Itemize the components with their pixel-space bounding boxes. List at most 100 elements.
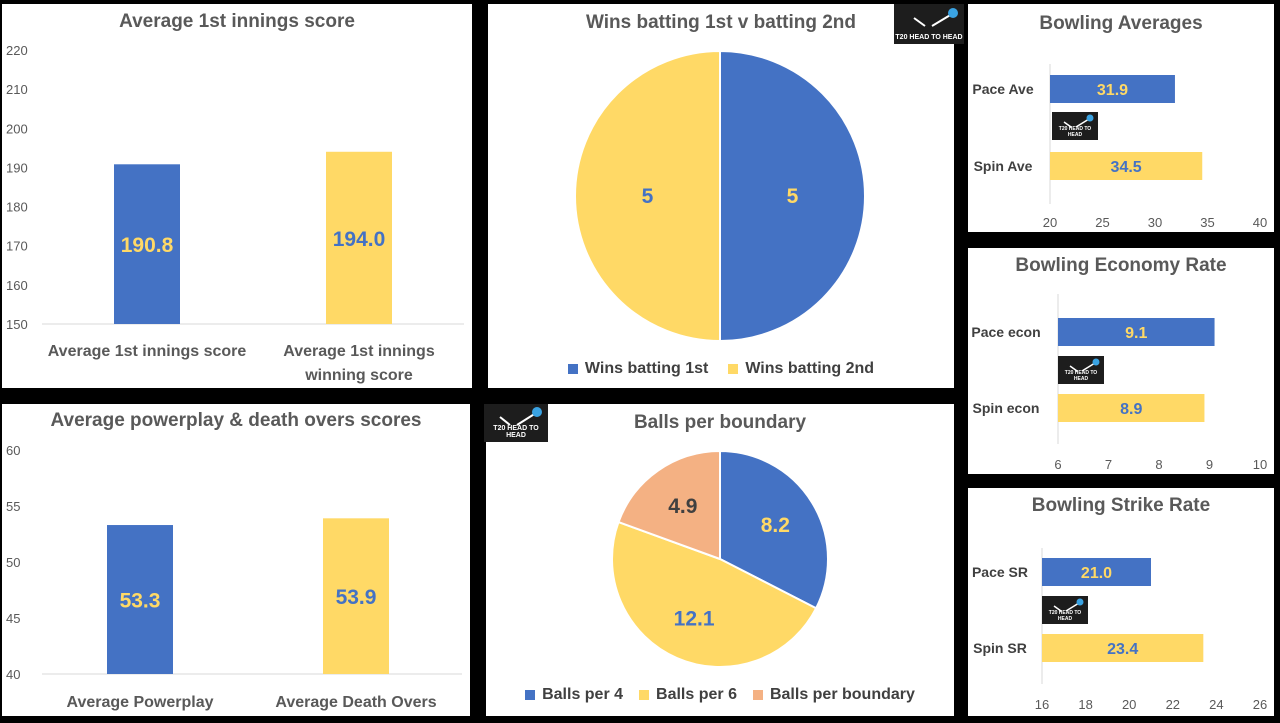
y-tick-label: 200 [6, 121, 28, 136]
y-category-label: Pace Ave [972, 81, 1033, 97]
y-category-label: Pace SR [972, 564, 1028, 580]
pie-chart-balls-per-boundary: 8.2 12.1 4.9 [611, 449, 829, 668]
data-label: 34.5 [1111, 159, 1142, 176]
x-tick-label: 25 [1095, 215, 1109, 230]
data-label: 8.2 [761, 514, 790, 537]
bar [1042, 558, 1151, 586]
legend-label: Wins batting 1st [584, 360, 709, 377]
legend-label: Balls per 6 [656, 686, 737, 703]
legend-label: Balls per 4 [542, 686, 624, 703]
data-label: 190.8 [121, 234, 174, 257]
y-category-label: Spin Ave [974, 158, 1033, 174]
data-label: 9.1 [1125, 325, 1147, 342]
x-tick-label: 30 [1148, 215, 1162, 230]
legend-swatch [728, 364, 739, 374]
chart-title: Balls per boundary [633, 412, 807, 433]
legend-item: Wins batting 2nd [728, 360, 874, 378]
data-label: 23.4 [1107, 641, 1138, 658]
data-label: 12.1 [674, 607, 715, 630]
x-tick-label: 40 [1253, 215, 1267, 230]
legend: Wins batting 1st Wins batting 2nd [488, 360, 954, 378]
y-tick-label: 220 [6, 43, 28, 58]
t20-logo: T20 HEAD TO HEAD [1042, 596, 1088, 624]
y-category-label: Spin SR [973, 640, 1027, 656]
bar [326, 151, 392, 324]
hbar-chart-bowling-strike-rate: 16 18 20 22 24 26 21.0 Pace SR 23.4 Spin SR [972, 548, 1267, 712]
bar [1058, 318, 1215, 346]
logo-text: T20 HEAD TO HEAD [895, 34, 963, 41]
ball-and-bat-icon [1069, 358, 1100, 372]
legend-item: Balls per 6 [639, 686, 737, 704]
legend-swatch [752, 690, 763, 700]
panel-avg-first-innings: Average 1st innings score 150 160 170 180 19… [2, 4, 472, 388]
pie-slice [719, 449, 829, 610]
data-label: 21.0 [1081, 565, 1112, 582]
y-tick-label: 55 [6, 499, 20, 514]
bar [1042, 634, 1204, 662]
x-tick-label: 10 [1253, 457, 1267, 472]
legend-item: Balls per 4 [525, 686, 623, 704]
chart-title: Average powerplay & death overs scores [50, 410, 422, 431]
chart-title: Bowling Averages [1039, 13, 1203, 34]
x-category-label: Average 1st innings [283, 343, 435, 360]
t20-logo: T20 HEAD TO HEAD [1058, 356, 1104, 384]
bar [1050, 75, 1175, 103]
data-label: 5 [642, 185, 654, 208]
legend-swatch [567, 364, 578, 374]
legend-item: Balls per boundary [752, 686, 915, 704]
legend-label: Balls per boundary [769, 686, 915, 703]
bar [114, 164, 180, 324]
y-tick-label: 40 [6, 667, 20, 682]
ball-and-bat-icon [913, 8, 958, 27]
ball-and-bat-icon [499, 407, 542, 426]
y-tick-label: 45 [6, 611, 20, 626]
chart-title: Bowling Strike Rate [1031, 495, 1211, 516]
ball-and-bat-icon [1053, 598, 1084, 612]
x-tick-label: 8 [1155, 457, 1162, 472]
legend-label: Wins batting 2nd [745, 360, 875, 377]
y-tick-label: 60 [6, 443, 20, 458]
data-label: 53.9 [336, 586, 377, 609]
pie-slice [617, 449, 721, 561]
x-category-label: winning score [304, 367, 413, 384]
bar-chart-powerplay-death: 40 45 50 55 60 53.3 Average Powerplay 53.9 Avera… [6, 443, 462, 711]
logo-text: T20 HEAD TO HEAD [1058, 126, 1092, 138]
y-tick-label: 150 [6, 317, 28, 332]
x-tick-label: 24 [1209, 697, 1223, 712]
data-label: 8.9 [1120, 401, 1142, 418]
pie-slice [719, 49, 866, 343]
pie-slice [574, 49, 721, 343]
x-tick-label: 7 [1105, 457, 1112, 472]
hbar-chart-bowling-economy: 6 7 8 9 10 9.1 Pace econ 8.9 Spin econ [971, 294, 1267, 472]
hbar-chart-bowling-averages: 20 25 30 35 40 31.9 Pace Ave 34.5 Spin Ave [972, 64, 1267, 230]
panel-bowling-strike-rate: Bowling Strike Rate 16 18 20 22 24 26 21.0 Pace… [968, 488, 1274, 716]
y-tick-label: 190 [6, 160, 28, 175]
pie-slice [611, 520, 818, 668]
x-tick-label: 6 [1054, 457, 1061, 472]
legend-swatch [639, 690, 650, 700]
x-tick-label: 20 [1122, 697, 1136, 712]
y-tick-label: 170 [6, 239, 28, 254]
y-tick-label: 180 [6, 200, 28, 215]
x-tick-label: 16 [1035, 697, 1049, 712]
y-tick-label: 160 [6, 278, 28, 293]
panel-bowling-averages: Bowling Averages 20 25 30 35 40 31.9 Pace Ave 3… [968, 4, 1274, 232]
pie-chart-wins-batting: 55 [574, 49, 866, 343]
bar-chart-avg-first-innings: 150 160 170 180 190 200 210 220 190.8 Average 1st… [6, 43, 464, 384]
chart-title: Bowling Economy Rate [1015, 255, 1227, 276]
t20-logo: T20 HEAD TO HEAD [484, 404, 548, 442]
x-category-label: Average 1st innings score [48, 343, 247, 360]
bar [323, 518, 389, 674]
legend-swatch [525, 690, 536, 700]
x-tick-label: 26 [1253, 697, 1267, 712]
y-tick-label: 50 [6, 555, 20, 570]
data-label: 4.9 [668, 495, 697, 518]
logo-text: T20 HEAD TO HEAD [1064, 370, 1098, 382]
y-category-label: Pace econ [971, 324, 1040, 340]
ball-and-bat-icon [1063, 114, 1094, 128]
bar [107, 525, 173, 674]
data-label: 53.3 [120, 590, 161, 613]
panel-bowling-economy: Bowling Economy Rate 6 7 8 9 10 9.1 Pace econ 8… [968, 248, 1274, 474]
legend: Balls per 4 Balls per 6 Balls per bounda… [486, 686, 954, 704]
